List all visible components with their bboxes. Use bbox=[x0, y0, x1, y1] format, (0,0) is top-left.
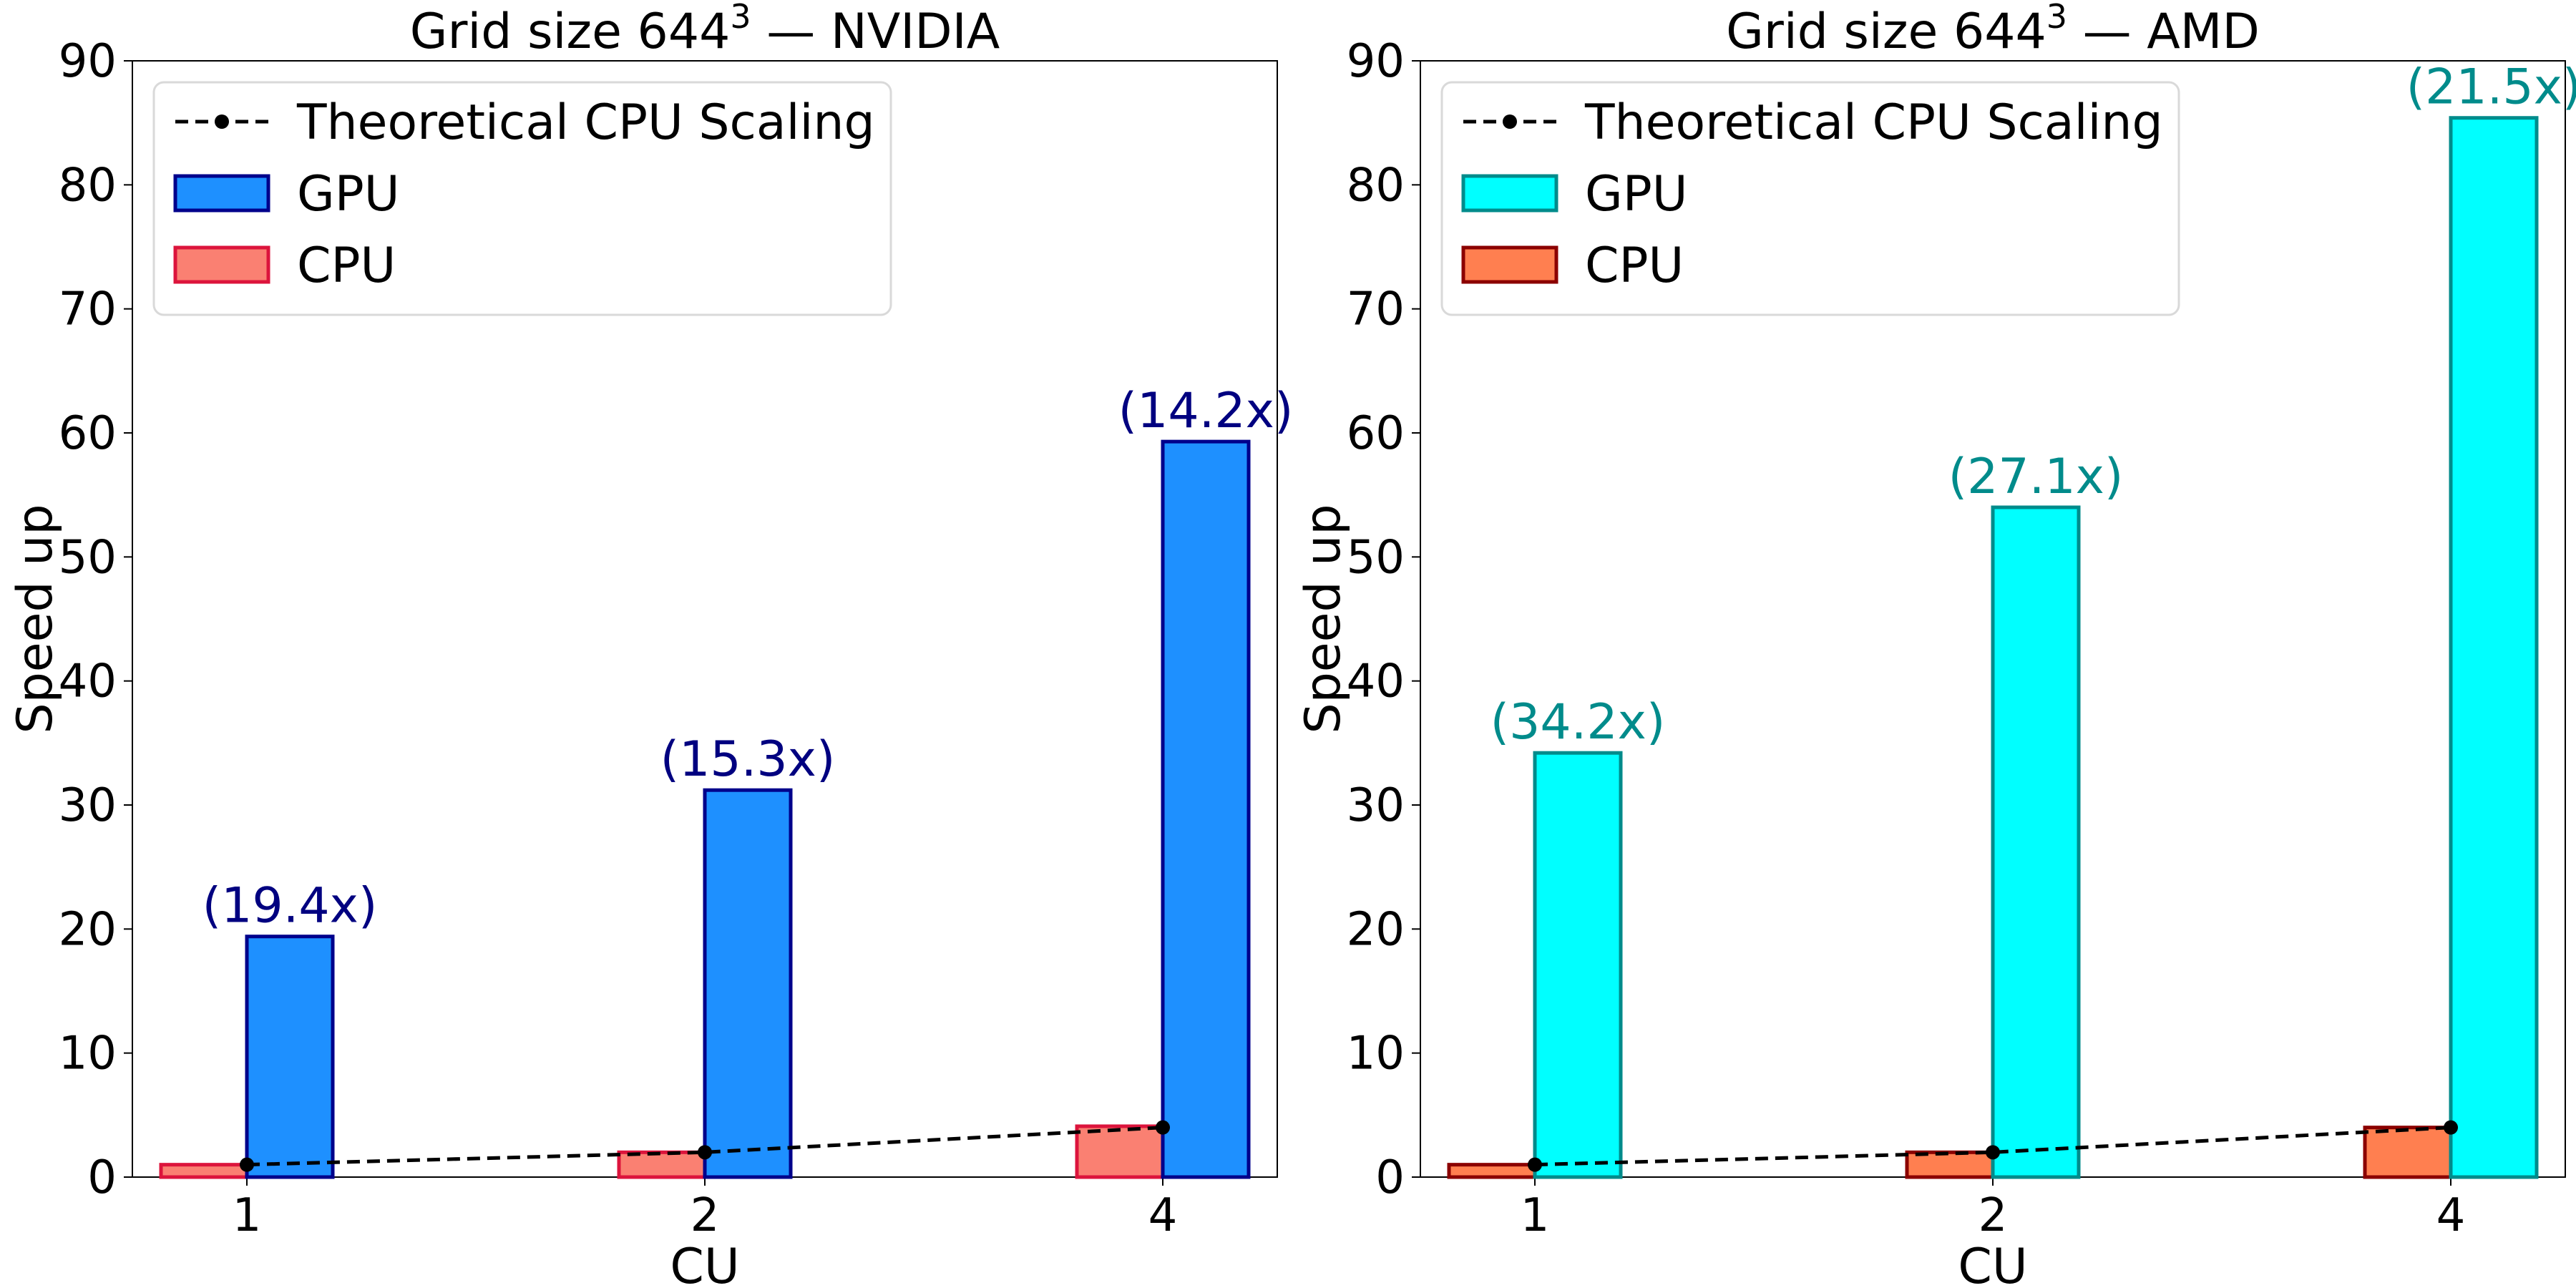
theoretical-line bbox=[1534, 1126, 2451, 1167]
x-tick-label: 1 bbox=[1521, 1189, 1550, 1242]
x-tick-label: 4 bbox=[1148, 1189, 1178, 1242]
chart-panel-1: 0 10 20 30 40 50 60 70 80 90 1 2 4 CU Speed up Grid siz… bbox=[7, 0, 1293, 1288]
y-axis-label: Speed up bbox=[7, 504, 64, 733]
y-tick-label: 90 bbox=[1347, 35, 1405, 88]
legend-swatch-gpu bbox=[173, 174, 270, 213]
x-tick-label: 1 bbox=[233, 1189, 262, 1242]
y-axis-label: Speed up bbox=[1295, 504, 1352, 733]
bar-cpu-2 bbox=[617, 1150, 707, 1179]
y-tick-label: 70 bbox=[1347, 283, 1405, 336]
theoretical-point bbox=[1156, 1120, 1170, 1135]
theoretical-point bbox=[698, 1145, 712, 1160]
legend-box bbox=[152, 81, 892, 316]
x-tick-label: 4 bbox=[2436, 1189, 2466, 1242]
x-tick-label: 2 bbox=[691, 1189, 720, 1242]
theoretical-point bbox=[1986, 1145, 2000, 1160]
y-tick-label: 90 bbox=[59, 35, 117, 88]
y-tick-label: 30 bbox=[1347, 779, 1405, 832]
legend-marker bbox=[215, 114, 229, 129]
bar-annotation: (27.1x) bbox=[1948, 449, 2124, 505]
x-tick-label: 2 bbox=[1979, 1189, 2008, 1242]
legend-label: Theoretical CPU Scaling bbox=[1584, 94, 2163, 151]
legend-swatch-cpu bbox=[1461, 245, 1558, 284]
y-tick-label: 50 bbox=[59, 531, 117, 584]
bar-annotation: (14.2x) bbox=[1118, 383, 1294, 439]
bar-annotation: (21.5x) bbox=[2406, 59, 2576, 116]
x-axis-label: CU bbox=[670, 1239, 739, 1288]
theoretical-point bbox=[2444, 1120, 2458, 1135]
bar-annotation: (19.4x) bbox=[203, 878, 378, 935]
legend-marker bbox=[1503, 114, 1517, 129]
chart-title: Grid size 6443 — NVIDIA bbox=[410, 0, 1000, 60]
legend-box bbox=[1440, 81, 2180, 316]
legend-swatch-cpu bbox=[173, 245, 270, 284]
bar-annotation: (15.3x) bbox=[660, 731, 836, 788]
y-tick-label: 70 bbox=[59, 283, 117, 336]
bar-annotation: (34.2x) bbox=[1491, 694, 1666, 751]
x-axis-label: CU bbox=[1958, 1239, 2027, 1288]
y-tick-label: 0 bbox=[87, 1151, 117, 1204]
legend-swatch-gpu bbox=[1461, 174, 1558, 213]
bar-gpu-4 bbox=[1161, 439, 1251, 1179]
y-tick-label: 10 bbox=[1347, 1028, 1405, 1080]
y-tick-label: 0 bbox=[1375, 1151, 1405, 1204]
theoretical-line bbox=[246, 1126, 1163, 1167]
bar-gpu-4 bbox=[2449, 116, 2539, 1179]
chart-panel-2: 0 10 20 30 40 50 60 70 80 90 1 2 4 CU Speed up Grid siz… bbox=[1295, 0, 2576, 1288]
legend-label: GPU bbox=[297, 166, 399, 223]
bar-cpu-4 bbox=[1075, 1124, 1165, 1179]
bar-gpu-2 bbox=[703, 788, 793, 1179]
bar-cpu-1 bbox=[1447, 1163, 1537, 1179]
bar-gpu-2 bbox=[1991, 505, 2081, 1179]
theoretical-point bbox=[240, 1157, 254, 1172]
bar-cpu-1 bbox=[159, 1163, 249, 1179]
chart-title: Grid size 6443 — AMD bbox=[1726, 0, 2260, 60]
y-tick-label: 80 bbox=[59, 159, 117, 212]
bar-gpu-1 bbox=[245, 935, 335, 1179]
legend-label: Theoretical CPU Scaling bbox=[296, 94, 875, 151]
legend-label: CPU bbox=[297, 238, 396, 294]
y-tick-label: 40 bbox=[1347, 655, 1405, 708]
bar-cpu-2 bbox=[1905, 1150, 1995, 1179]
legend-label: CPU bbox=[1585, 238, 1684, 294]
bar-cpu-4 bbox=[2363, 1126, 2453, 1179]
y-tick-label: 60 bbox=[59, 407, 117, 460]
y-tick-label: 20 bbox=[1347, 903, 1405, 956]
y-tick-label: 80 bbox=[1347, 159, 1405, 212]
y-tick-label: 50 bbox=[1347, 531, 1405, 584]
theoretical-point bbox=[1528, 1157, 1542, 1172]
bar-gpu-1 bbox=[1533, 751, 1623, 1179]
legend-label: GPU bbox=[1585, 166, 1687, 223]
y-tick-label: 10 bbox=[59, 1028, 117, 1080]
y-tick-label: 60 bbox=[1347, 407, 1405, 460]
y-tick-label: 40 bbox=[59, 655, 117, 708]
y-tick-label: 20 bbox=[59, 903, 117, 956]
y-tick-label: 30 bbox=[59, 779, 117, 832]
